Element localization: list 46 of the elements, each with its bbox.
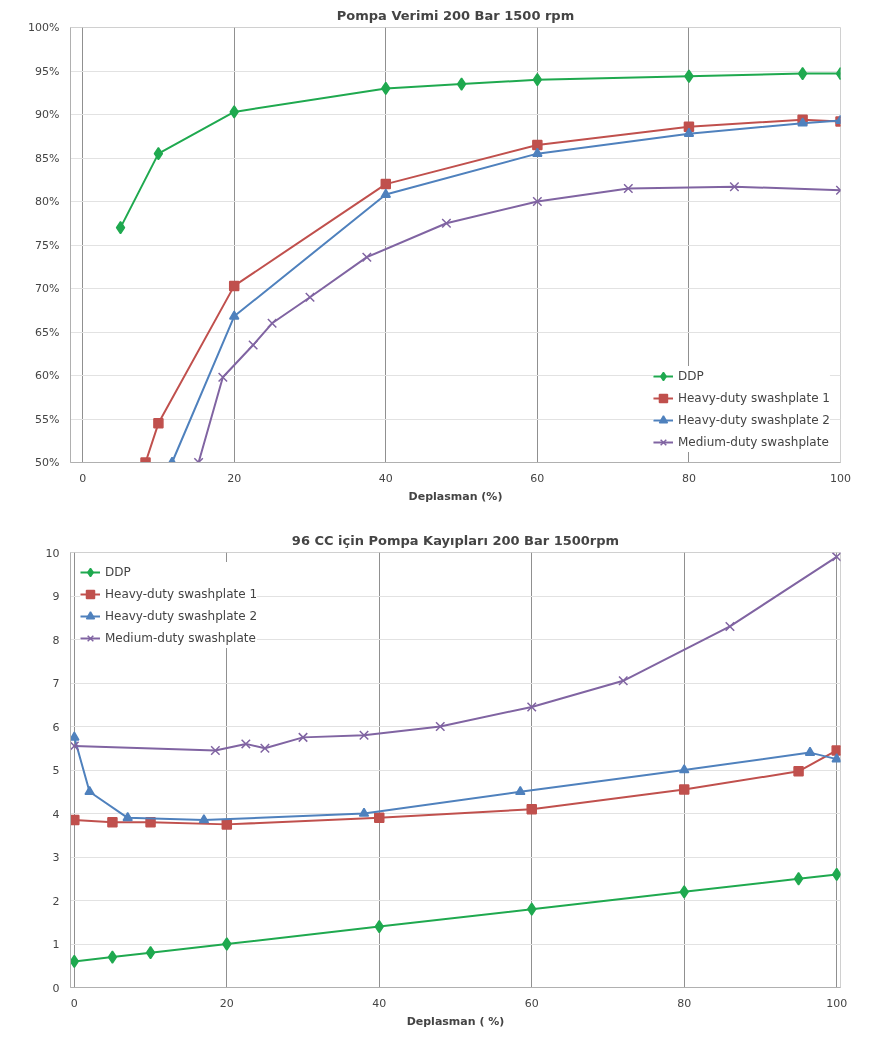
legend-label: DDP <box>677 369 704 383</box>
legend-label: DDP <box>105 565 131 579</box>
x-axis-title: Deplasman ( %) <box>406 1014 505 1028</box>
y-tick-label: 3 <box>52 851 60 864</box>
x-tick-label: 80 <box>677 996 692 1010</box>
y-tick-label: 65% <box>35 325 60 339</box>
legend-label: Heavy-duty swashplate 1 <box>105 587 258 601</box>
y-tick-label: 80% <box>35 195 60 208</box>
x-tick-label: 0 <box>70 996 78 1010</box>
y-tick-label: 1 <box>52 938 60 951</box>
x-axis-title: Deplasman (%) <box>408 489 503 503</box>
legend-label: Heavy-duty swashplate 2 <box>105 609 258 623</box>
y-tick-label: 50% <box>35 456 60 469</box>
legend-label: Medium-duty swashplate <box>105 631 256 645</box>
y-tick-label: 2 <box>52 894 60 908</box>
y-tick-label: 85% <box>35 151 60 165</box>
legend-label: Heavy-duty swashplate 2 <box>677 413 830 427</box>
y-tick-label: 7 <box>52 677 60 690</box>
y-tick-label: 9 <box>52 590 60 603</box>
y-tick-label: 95% <box>35 64 60 78</box>
x-tick-label: 80 <box>681 471 696 485</box>
chart-title: 96 CC için Pompa Kayıpları 200 Bar 1500rpm <box>291 532 620 548</box>
legend-label: Medium-duty swashplate <box>677 435 829 449</box>
y-tick-label: 55% <box>35 412 60 426</box>
x-tick-label: 40 <box>378 471 393 485</box>
x-tick-label: 100 <box>826 996 848 1010</box>
y-tick-label: 10 <box>45 546 60 560</box>
y-tick-label: 75% <box>35 238 60 252</box>
y-tick-label: 4 <box>52 807 60 821</box>
y-tick-label: 6 <box>52 720 60 734</box>
x-tick-label: 40 <box>372 996 387 1010</box>
legend-label: Heavy-duty swashplate 1 <box>677 391 830 405</box>
y-tick-label: 100% <box>28 21 60 34</box>
y-tick-label: 60% <box>35 369 60 382</box>
y-tick-label: 5 <box>52 764 60 777</box>
x-tick-label: 60 <box>524 996 539 1010</box>
x-tick-label: 60 <box>530 471 545 485</box>
x-tick-label: 0 <box>79 471 87 485</box>
y-tick-label: 0 <box>52 981 60 995</box>
y-tick-label: 70% <box>35 282 60 295</box>
x-tick-label: 20 <box>219 996 234 1010</box>
y-tick-label: 90% <box>35 108 60 121</box>
x-tick-label: 100 <box>830 471 851 485</box>
y-tick-label: 8 <box>52 633 60 647</box>
chart-title: Pompa Verimi 200 Bar 1500 rpm <box>336 7 575 23</box>
x-tick-label: 20 <box>227 471 242 485</box>
